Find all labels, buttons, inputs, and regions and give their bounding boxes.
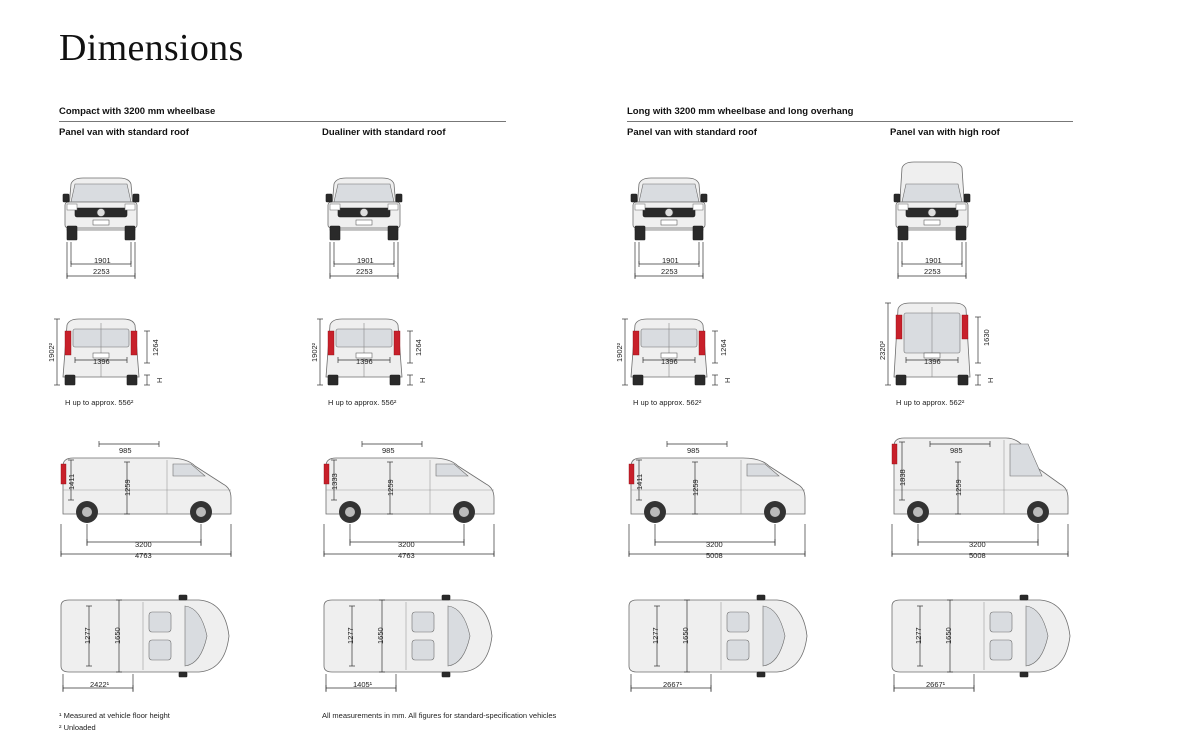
front-view-drawing: [893, 161, 971, 279]
rear-height-note: H up to approx. 556²: [65, 398, 134, 407]
rear-h-label: H: [723, 377, 732, 383]
side-top-dimension: 985: [382, 446, 395, 455]
plan-load-length: 2667¹: [926, 680, 946, 689]
rear-height: 1902²: [310, 342, 319, 362]
page-title: Dimensions: [59, 27, 244, 69]
plan-width-1: 1277: [651, 627, 660, 644]
plan-view-drawing: [323, 594, 493, 692]
side-length: 5008: [706, 551, 723, 560]
plan-view-drawing: [60, 594, 230, 692]
front-outer-width: 2253: [661, 267, 678, 276]
side-height: 1838: [898, 469, 907, 486]
rear-door-height: 1264: [719, 339, 728, 356]
section-rule-long: [627, 121, 1073, 122]
footnote-2: ² Unloaded: [59, 723, 96, 732]
rear-height-note: H up to approx. 556²: [328, 398, 397, 407]
side-top-dimension: 985: [687, 446, 700, 455]
front-view-drawing: [62, 177, 140, 279]
side-view-drawing: [891, 437, 1069, 557]
rear-height-note: H up to approx. 562²: [896, 398, 965, 407]
side-inner-height: 1259: [954, 479, 963, 496]
rear-view-drawing: [54, 318, 150, 386]
side-top-dimension: 985: [950, 446, 963, 455]
side-view-drawing: [628, 441, 806, 557]
rear-height-note: H up to approx. 562²: [633, 398, 702, 407]
side-length: 4763: [135, 551, 152, 560]
column-heading: Panel van with standard roof: [59, 127, 189, 138]
side-inner-height: 1259: [123, 479, 132, 496]
rear-load-width: 1396: [661, 357, 678, 366]
rear-load-width: 1396: [924, 357, 941, 366]
rear-view-drawing: [317, 318, 413, 386]
side-wheelbase: 3200: [969, 540, 986, 549]
plan-load-length: 1405¹: [353, 680, 373, 689]
plan-view-drawing: [628, 594, 808, 692]
rear-door-height: 1630: [982, 329, 991, 346]
plan-width-2: 1650: [681, 627, 690, 644]
plan-load-length: 2422¹: [90, 680, 110, 689]
rear-load-width: 1396: [356, 357, 373, 366]
side-view-drawing: [323, 441, 495, 557]
rear-h-label: H: [418, 377, 427, 383]
front-outer-width: 2253: [356, 267, 373, 276]
plan-width-2: 1650: [113, 627, 122, 644]
front-inner-width: 1901: [94, 256, 111, 265]
front-outer-width: 2253: [924, 267, 941, 276]
column-heading: Panel van with standard roof: [627, 127, 757, 138]
side-wheelbase: 3200: [706, 540, 723, 549]
plan-width-1: 1277: [914, 627, 923, 644]
side-wheelbase: 3200: [135, 540, 152, 549]
rear-door-height: 1264: [414, 339, 423, 356]
rear-h-label: H: [155, 377, 164, 383]
rear-door-height: 1264: [151, 339, 160, 356]
plan-width-2: 1650: [376, 627, 385, 644]
footnote-general: All measurements in mm. All figures for …: [322, 711, 557, 720]
side-wheelbase: 3200: [398, 540, 415, 549]
side-height: 1333: [330, 473, 339, 490]
rear-load-width: 1396: [93, 357, 110, 366]
section-rule-compact: [59, 121, 506, 122]
side-inner-height: 1259: [691, 479, 700, 496]
plan-load-length: 2667¹: [663, 680, 683, 689]
column-heading: Dualiner with standard roof: [322, 127, 446, 138]
rear-h-label: H: [986, 377, 995, 383]
section-heading-compact: Compact with 3200 mm wheelbase: [59, 106, 216, 117]
plan-width-2: 1650: [944, 627, 953, 644]
side-inner-height: 1259: [386, 479, 395, 496]
side-length: 5008: [969, 551, 986, 560]
side-height: 1411: [67, 473, 76, 490]
section-heading-long: Long with 3200 mm wheelbase and long ove…: [627, 106, 854, 117]
front-inner-width: 1901: [662, 256, 679, 265]
rear-height: 2320²: [878, 340, 887, 360]
front-inner-width: 1901: [925, 256, 942, 265]
rear-height: 1902²: [615, 342, 624, 362]
footnote-1: ¹ Measured at vehicle floor height: [59, 711, 170, 720]
side-length: 4763: [398, 551, 415, 560]
rear-view-drawing: [885, 302, 981, 386]
front-view-drawing: [325, 177, 403, 279]
column-heading: Panel van with high roof: [890, 127, 1000, 138]
rear-height: 1902²: [47, 342, 56, 362]
side-top-dimension: 985: [119, 446, 132, 455]
front-inner-width: 1901: [357, 256, 374, 265]
side-view-drawing: [60, 441, 232, 557]
plan-width-1: 1277: [346, 627, 355, 644]
plan-view-drawing: [891, 594, 1071, 692]
front-outer-width: 2253: [93, 267, 110, 276]
front-view-drawing: [630, 177, 708, 279]
side-height: 1411: [635, 473, 644, 490]
rear-view-drawing: [622, 318, 718, 386]
plan-width-1: 1277: [83, 627, 92, 644]
